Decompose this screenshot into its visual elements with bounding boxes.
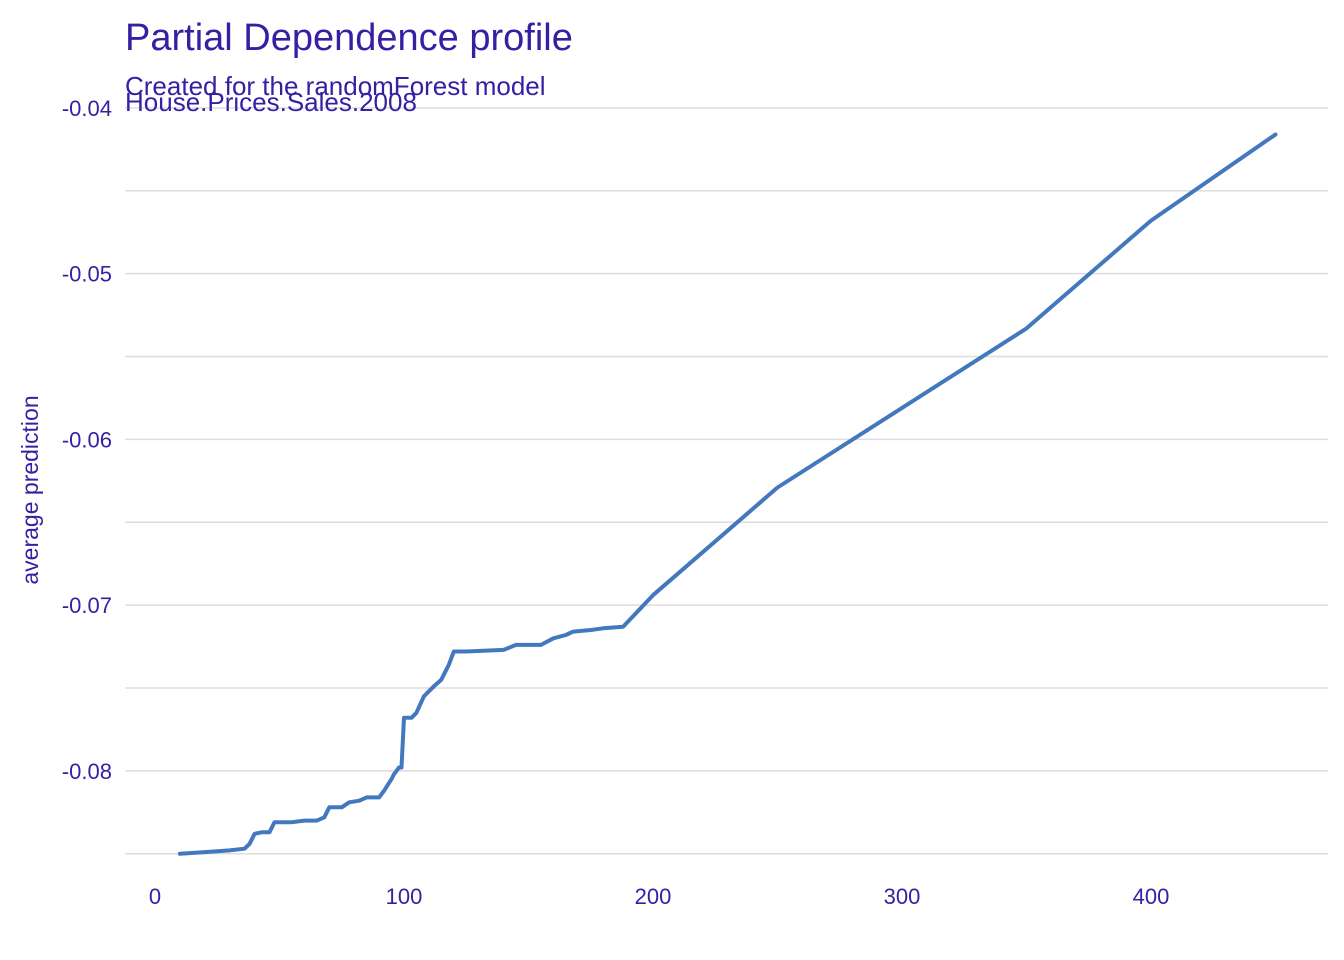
- y-tick-label: -0.04: [62, 96, 112, 121]
- y-tick-label: -0.05: [62, 262, 112, 287]
- series-layer: [177, 132, 1278, 856]
- chart-title: Partial Dependence profile: [125, 17, 573, 59]
- x-axis-tick-labels: 0 100 200 300 400: [149, 884, 1169, 909]
- y-axis-tick-labels: -0.04 -0.05 -0.06 -0.07 -0.08: [62, 96, 112, 784]
- y-axis-label: average prediction: [17, 395, 43, 584]
- x-tick-label: 200: [635, 884, 672, 909]
- y-tick-label: -0.08: [62, 759, 112, 784]
- y-tick-label: -0.07: [62, 593, 112, 618]
- x-tick-label: 0: [149, 884, 161, 909]
- series-line-0: [177, 132, 1278, 856]
- chart-subtitle-line-2: House.Prices.Sales.2008: [125, 87, 417, 117]
- x-tick-label: 400: [1133, 884, 1170, 909]
- major-gridlines: [125, 107, 1328, 772]
- chart-subtitle-line-1: Created for the randomForest model: [125, 71, 546, 101]
- x-tick-label: 300: [884, 884, 921, 909]
- minor-gridlines: [125, 190, 1328, 855]
- x-tick-label: 100: [386, 884, 423, 909]
- y-tick-label: -0.06: [62, 427, 112, 452]
